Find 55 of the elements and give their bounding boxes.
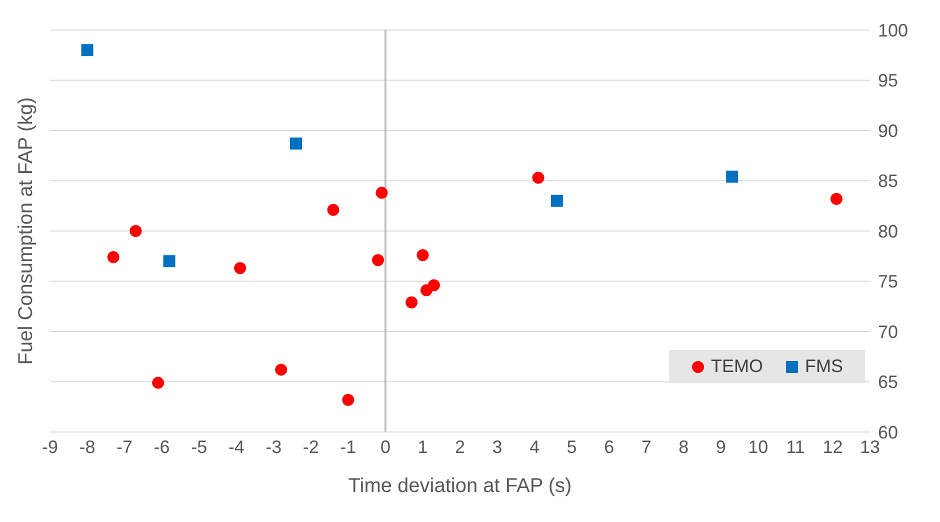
x-tick-label: 9 xyxy=(716,436,726,457)
point xyxy=(342,394,354,406)
x-tick-label: 4 xyxy=(530,436,540,457)
y-tick-label: 95 xyxy=(878,70,898,91)
x-tick-label: -5 xyxy=(191,436,208,457)
x-tick-label: 12 xyxy=(822,436,843,457)
y-tick-label: 65 xyxy=(878,372,898,392)
point xyxy=(406,296,418,308)
x-tick-label: 2 xyxy=(454,436,466,457)
point xyxy=(376,186,388,199)
point xyxy=(327,204,340,216)
x-tick-label: 6 xyxy=(604,436,614,457)
y-tick-label: 85 xyxy=(878,171,898,192)
x-tick-label: -8 xyxy=(79,436,96,457)
x-tick-label: 8 xyxy=(678,436,689,457)
point xyxy=(275,364,288,376)
point xyxy=(830,192,842,205)
y-tick-label: 70 xyxy=(878,322,898,342)
x-tick-label: -3 xyxy=(266,436,282,457)
legend-label: TEMO xyxy=(710,356,763,377)
y-tick-label: 90 xyxy=(878,120,898,141)
x-tick-label: 10 xyxy=(748,436,768,457)
point xyxy=(81,44,94,56)
x-tick-label: -6 xyxy=(154,436,170,457)
point xyxy=(163,255,176,268)
x-tick-label: -9 xyxy=(42,436,58,457)
x-axis-title: Time deviation at FAP (s) xyxy=(348,475,572,497)
y-tick-label: 80 xyxy=(878,221,898,242)
x-tick-label: -1 xyxy=(340,436,356,457)
x-tick-label: 11 xyxy=(786,436,805,457)
x-tick-label: 3 xyxy=(492,436,502,457)
point xyxy=(532,172,544,184)
y-tick-label: 100 xyxy=(878,20,908,40)
x-tick-label: -2 xyxy=(302,436,319,457)
legend-label: FMS xyxy=(804,356,843,377)
y-axis-title: Fuel Consumption at FAP (kg) xyxy=(15,97,38,365)
point xyxy=(152,376,164,389)
x-tick-label: 7 xyxy=(641,436,652,457)
x-tick-label: 1 xyxy=(418,436,428,457)
point xyxy=(130,225,142,237)
x-tick-label: 0 xyxy=(380,436,390,457)
x-tick-label: 5 xyxy=(566,436,577,457)
point xyxy=(107,251,120,264)
point xyxy=(726,170,738,183)
x-tick-label: -4 xyxy=(228,436,244,457)
point xyxy=(372,254,384,266)
x-tick-label: -7 xyxy=(116,436,133,457)
point xyxy=(290,138,302,150)
point xyxy=(234,262,246,274)
point xyxy=(428,279,440,292)
point xyxy=(550,194,563,207)
point xyxy=(416,249,429,262)
x-tick-label: 13 xyxy=(860,436,880,457)
y-tick-label: 60 xyxy=(878,422,898,442)
y-tick-label: 75 xyxy=(878,272,898,292)
